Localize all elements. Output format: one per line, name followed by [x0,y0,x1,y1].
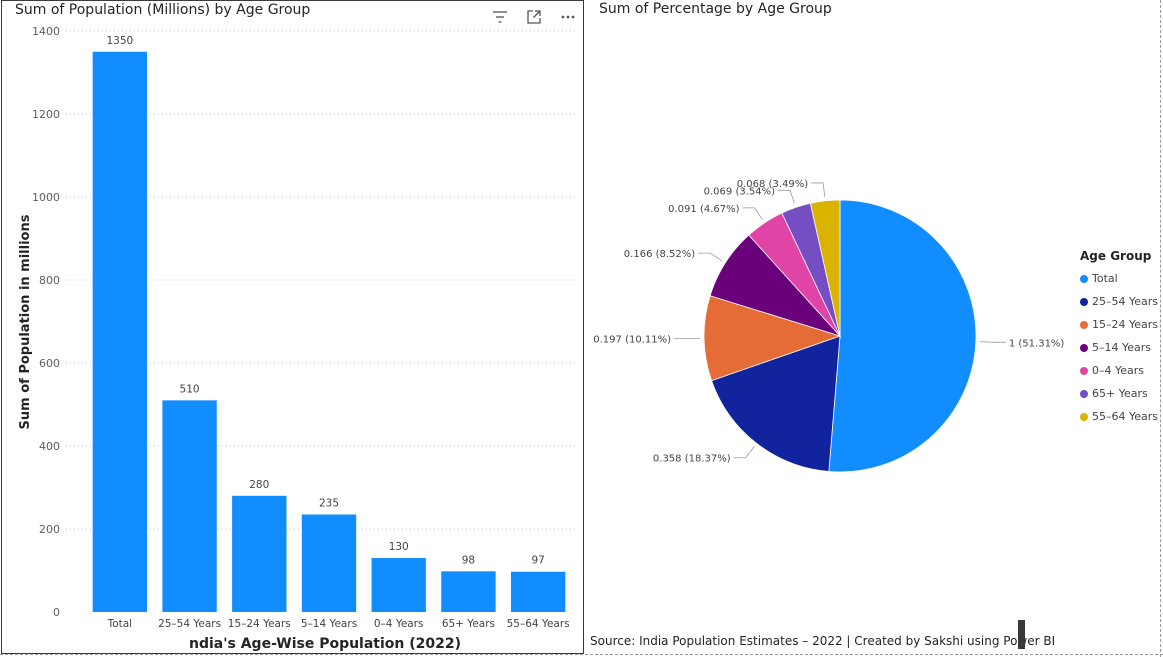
legend-label: 5–14 Years [1092,341,1152,354]
focus-mode-icon[interactable] [524,7,544,27]
bar[interactable] [441,571,496,612]
slice-leader-line [742,207,763,220]
bar-data-label: 280 [249,479,269,491]
legend-item[interactable]: 15–24 Years [1080,313,1158,336]
bar[interactable] [371,558,426,612]
legend-marker [1080,343,1088,352]
legend-item[interactable]: 65+ Years [1080,382,1158,405]
slice-data-label: 0.069 (3.54%) [704,186,775,197]
bar[interactable] [301,514,357,612]
slice-leader-line [733,446,755,459]
y-tick-label: 800 [39,274,60,287]
canvas-border-bottom [0,654,1163,655]
slice-data-label: 0.166 (8.52%) [624,249,695,260]
bar[interactable] [232,495,287,612]
slice-leader-line [979,341,1006,343]
bar-data-label: 97 [531,555,544,567]
bar[interactable] [510,571,566,612]
legend-marker [1080,297,1088,306]
y-tick-label: 1000 [32,191,60,204]
y-tick-label: 1200 [32,108,60,121]
y-tick-label: 200 [39,523,60,536]
pie-legend: Age Group Total 25–54 Years 15–24 Years 5–1… [1080,249,1158,428]
pie-chart-plot: 1 (51.31%) 0.358 (18.37%) 0.197 (10.11%) 0.… [593,179,1065,473]
more-options-icon[interactable] [558,7,578,27]
bar-data-label: 510 [180,383,200,395]
legend-item[interactable]: 5–14 Years [1080,336,1158,359]
text-cursor-bar [1018,620,1025,649]
slice-leader-line [698,252,723,262]
bar-data-label: 235 [319,497,339,509]
x-tick-label: 15–24 Years [228,618,291,630]
x-tick-label: 25–54 Years [158,618,221,630]
legend-item[interactable]: 55–64 Years [1080,405,1158,428]
filter-icon[interactable] [490,7,510,27]
legend-title: Age Group [1080,249,1152,263]
y-tick-label: 0 [53,606,60,619]
pie-chart-title: Sum of Percentage by Age Group [599,1,832,17]
pie-slice[interactable] [703,295,842,382]
slice-data-label: 1 (51.31%) [1009,338,1065,349]
y-tick-label: 400 [39,440,60,453]
legend-item[interactable]: 25–54 Years [1080,290,1158,313]
legend-label: 65+ Years [1092,387,1148,400]
slice-leader-line [778,189,795,204]
bar-data-label: 1350 [106,35,133,47]
x-tick-label: 65+ Years [442,618,495,630]
slice-data-label: 0.197 (10.11%) [593,335,671,346]
pie-slice[interactable] [828,199,977,473]
y-axis-title: Sum of Population in millions [18,214,33,429]
bar-chart-plot: 0 200 400 600 800 1000 1200 1400 1350 Total 510 25–… [18,25,578,652]
bar[interactable] [92,51,148,612]
bar-data-label: 130 [389,541,409,553]
pie-slice[interactable] [809,199,841,337]
legend-marker [1080,389,1088,398]
bar-chart-title: Sum of Population (Millions) by Age Grou… [15,2,311,18]
y-tick-label: 600 [39,357,60,370]
legend-marker [1080,366,1088,375]
slice-leader-line [811,182,826,197]
bar[interactable] [162,400,217,612]
legend-label: Total [1092,272,1118,285]
bar-data-label: 98 [462,554,475,566]
canvas-border-right [1160,0,1161,657]
legend-label: 55–64 Years [1092,410,1159,423]
legend-label: 25–54 Years [1092,295,1159,308]
visual-header-toolbar [490,7,578,27]
legend-marker [1080,274,1088,283]
slice-data-label: 0.068 (3.49%) [737,179,808,190]
legend-label: 0–4 Years [1092,364,1145,377]
x-tick-label: 5–14 Years [301,618,357,630]
slice-data-label: 0.358 (18.37%) [653,454,731,465]
legend-item[interactable]: 0–4 Years [1080,359,1158,382]
x-axis-title: ndia's Age-Wise Population (2022) [189,636,461,652]
source-note: Source: India Population Estimates – 202… [590,634,1056,648]
slice-data-label: 0.091 (4.67%) [668,204,739,215]
y-tick-label: 1400 [32,25,60,38]
x-tick-label: 0–4 Years [374,618,424,630]
legend-items: Total 25–54 Years 15–24 Years 5–14 Years 0–4… [1080,267,1158,428]
legend-item[interactable]: Total [1080,267,1158,290]
x-tick-label: 55–64 Years [507,618,570,630]
legend-label: 15–24 Years [1092,318,1159,331]
x-tick-label: Total [107,618,133,630]
legend-marker [1080,320,1088,329]
legend-marker [1080,412,1088,421]
